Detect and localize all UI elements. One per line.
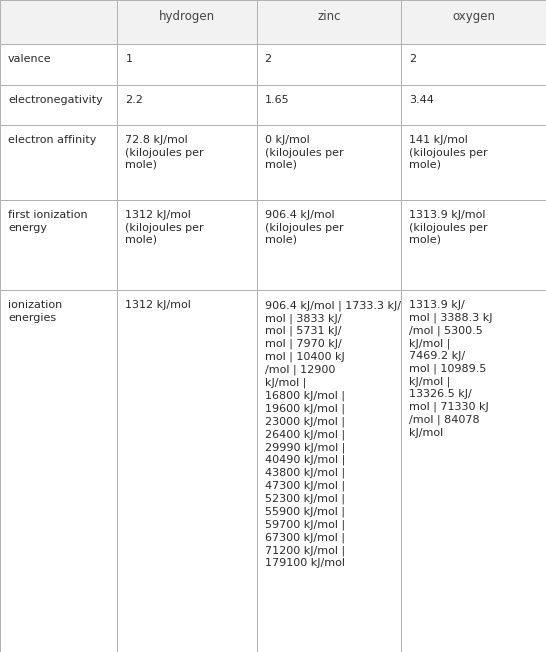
- Bar: [0, 85, 117, 125]
- Text: 2: 2: [265, 54, 272, 65]
- Bar: [0, 200, 117, 290]
- Bar: [117, 200, 257, 290]
- Text: 2.2: 2.2: [126, 95, 143, 105]
- Bar: [0, 125, 117, 200]
- Text: 1313.9 kJ/mol
(kilojoules per
mole): 1313.9 kJ/mol (kilojoules per mole): [410, 210, 488, 245]
- Text: 1313.9 kJ/
mol | 3388.3 kJ
/mol | 5300.5
kJ/mol |
7469.2 kJ/
mol | 10989.5
kJ/mo: 1313.9 kJ/ mol | 3388.3 kJ /mol | 5300.5…: [410, 300, 493, 437]
- Bar: [401, 125, 546, 200]
- Bar: [257, 85, 401, 125]
- Text: 2: 2: [410, 54, 417, 65]
- Bar: [117, 290, 257, 652]
- Bar: [401, 200, 546, 290]
- Text: oxygen: oxygen: [452, 10, 495, 23]
- Bar: [0, 290, 117, 652]
- Bar: [401, 0, 546, 44]
- Text: 1: 1: [126, 54, 132, 65]
- Bar: [257, 0, 401, 44]
- Bar: [257, 125, 401, 200]
- Text: electron affinity: electron affinity: [8, 135, 97, 145]
- Bar: [117, 0, 257, 44]
- Text: 141 kJ/mol
(kilojoules per
mole): 141 kJ/mol (kilojoules per mole): [410, 135, 488, 170]
- Bar: [0, 44, 117, 85]
- Text: 906.4 kJ/mol | 1733.3 kJ/
mol | 3833 kJ/
mol | 5731 kJ/
mol | 7970 kJ/
mol | 104: 906.4 kJ/mol | 1733.3 kJ/ mol | 3833 kJ/…: [265, 300, 401, 568]
- Bar: [117, 125, 257, 200]
- Bar: [117, 44, 257, 85]
- Bar: [401, 44, 546, 85]
- Bar: [257, 290, 401, 652]
- Bar: [257, 44, 401, 85]
- Bar: [0, 0, 117, 44]
- Bar: [117, 85, 257, 125]
- Text: 72.8 kJ/mol
(kilojoules per
mole): 72.8 kJ/mol (kilojoules per mole): [126, 135, 204, 170]
- Text: valence: valence: [8, 54, 52, 65]
- Text: 1312 kJ/mol: 1312 kJ/mol: [126, 300, 191, 310]
- Text: 906.4 kJ/mol
(kilojoules per
mole): 906.4 kJ/mol (kilojoules per mole): [265, 210, 343, 245]
- Text: zinc: zinc: [317, 10, 341, 23]
- Text: 1312 kJ/mol
(kilojoules per
mole): 1312 kJ/mol (kilojoules per mole): [126, 210, 204, 245]
- Text: first ionization
energy: first ionization energy: [8, 210, 87, 233]
- Text: hydrogen: hydrogen: [159, 10, 215, 23]
- Text: 0 kJ/mol
(kilojoules per
mole): 0 kJ/mol (kilojoules per mole): [265, 135, 343, 170]
- Text: electronegativity: electronegativity: [8, 95, 103, 105]
- Bar: [401, 290, 546, 652]
- Bar: [401, 85, 546, 125]
- Text: 1.65: 1.65: [265, 95, 289, 105]
- Bar: [257, 200, 401, 290]
- Text: ionization
energies: ionization energies: [8, 300, 62, 323]
- Text: 3.44: 3.44: [410, 95, 434, 105]
